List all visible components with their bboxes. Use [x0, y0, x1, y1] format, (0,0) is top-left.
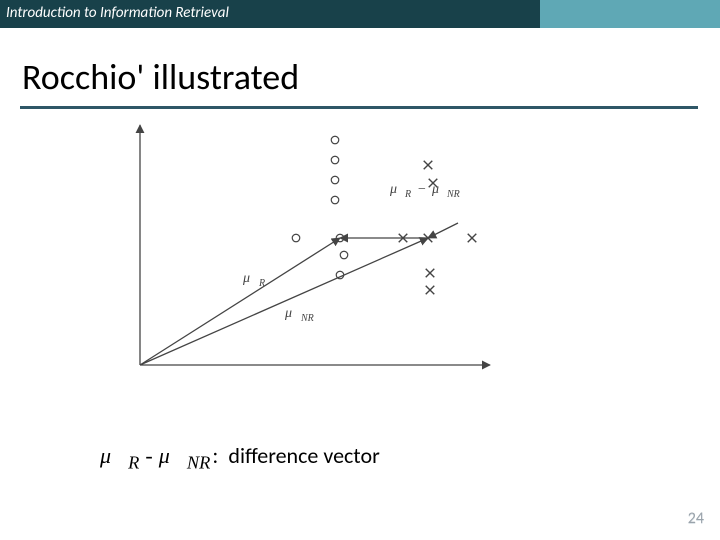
svg-text:R: R — [404, 189, 411, 200]
page-title: Rocchio' illustrated — [22, 55, 299, 99]
colon: : — [210, 443, 224, 469]
title-underline — [20, 106, 698, 109]
footer-equation: μ⃗R - μ⃗NR : difference vector — [100, 442, 380, 473]
diagram-svg: μ⃗Rμ⃗NRμ⃗R−μ⃗NR — [110, 115, 530, 405]
header-bar: Introduction to Information Retrieval — [0, 0, 720, 28]
footer-caption: difference vector — [224, 442, 379, 469]
mu-nr-symbol: μ⃗NR — [159, 443, 211, 473]
slide-number: 24 — [688, 509, 704, 528]
svg-text:NR: NR — [300, 313, 314, 324]
rocchio-diagram: μ⃗Rμ⃗NRμ⃗R−μ⃗NR — [110, 115, 530, 405]
minus-sign: - — [139, 443, 158, 469]
svg-text:NR: NR — [446, 189, 460, 200]
svg-text:R: R — [258, 278, 265, 289]
svg-text:−: − — [418, 182, 426, 197]
mu-r-symbol: μ⃗R — [100, 443, 139, 473]
header-text: Introduction to Information Retrieval — [6, 4, 229, 22]
